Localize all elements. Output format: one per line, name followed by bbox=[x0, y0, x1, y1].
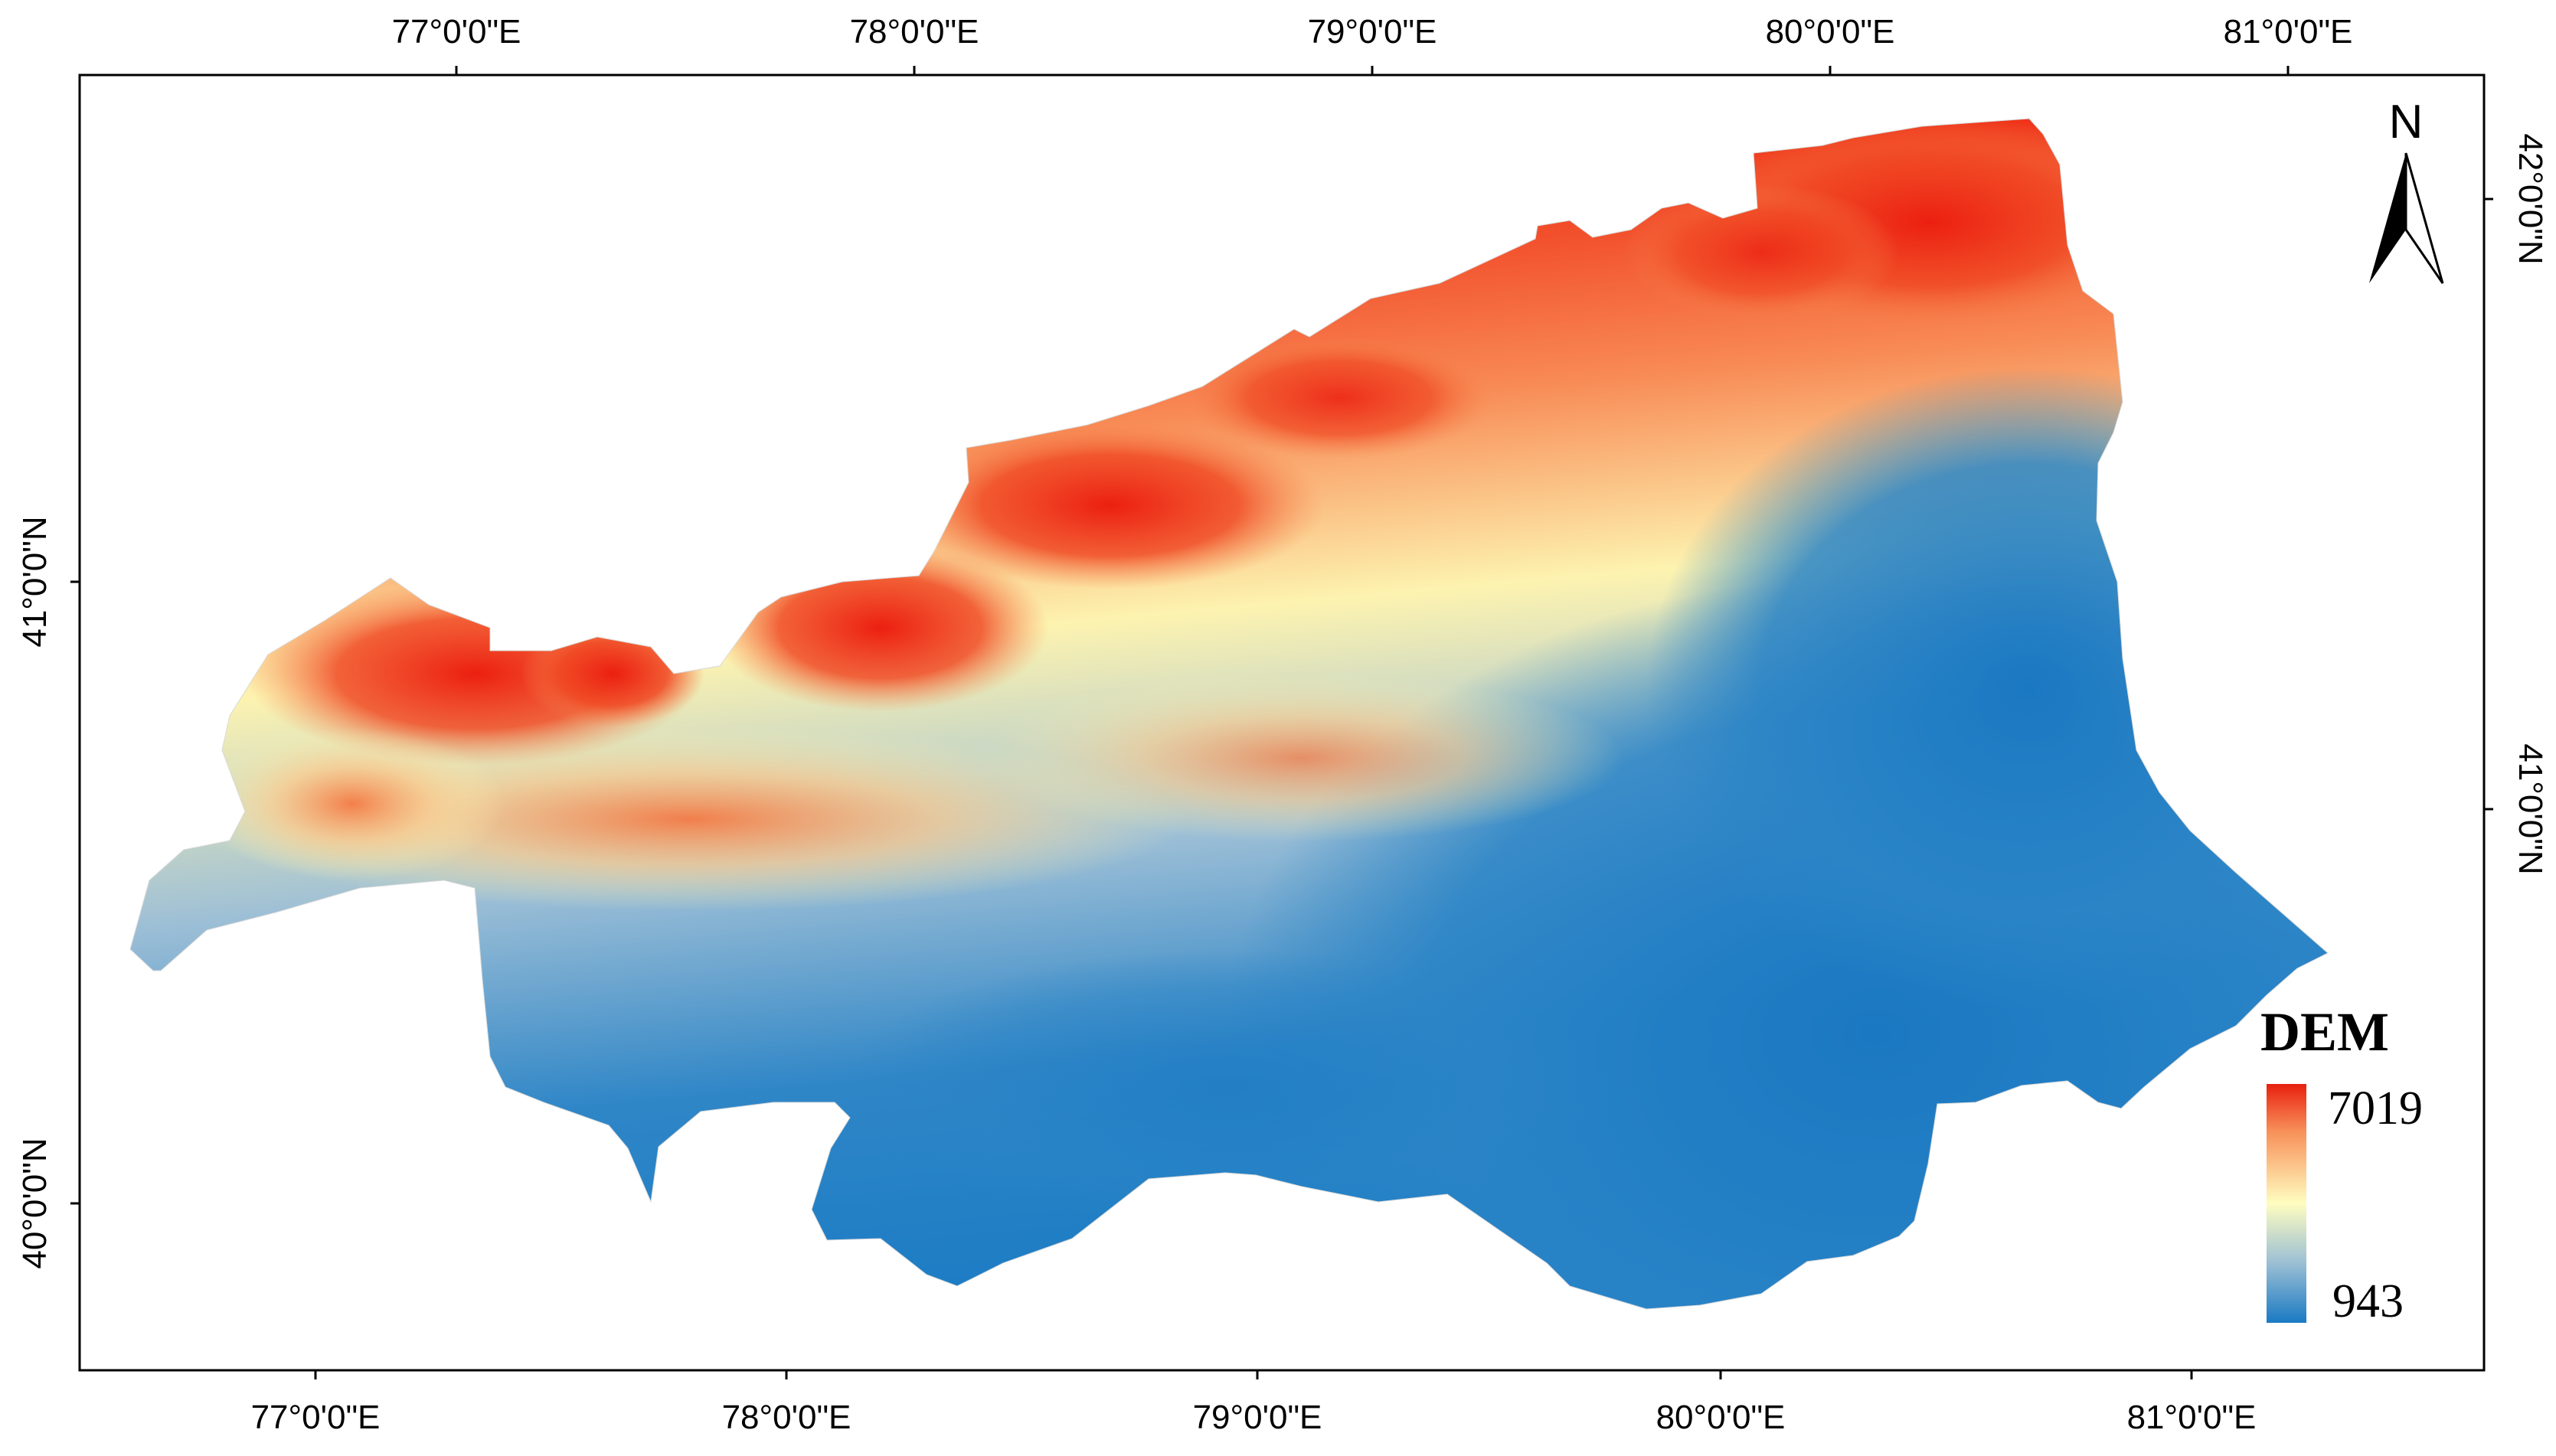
bottom-tick-label: 80°0'0"E bbox=[1656, 1399, 1786, 1436]
north-arrow: N bbox=[2369, 96, 2444, 284]
legend-min-label: 943 bbox=[2332, 1275, 2404, 1327]
top-tick-label: 81°0'0"E bbox=[2224, 13, 2353, 51]
top-tick-label: 79°0'0"E bbox=[1308, 13, 1437, 51]
bottom-tick-label: 81°0'0"E bbox=[2127, 1399, 2257, 1436]
peak-central-3 bbox=[1187, 337, 1493, 459]
region-outline bbox=[129, 118, 2329, 1310]
map-frame bbox=[78, 73, 2486, 1372]
legend-color-ramp bbox=[2267, 1084, 2306, 1323]
right-axis: 42°0'0"N 41°0'0"N bbox=[2512, 133, 2549, 874]
peak-west-2 bbox=[521, 620, 704, 727]
top-tick-label: 80°0'0"E bbox=[1766, 13, 1895, 51]
legend: DEM 7019 943 bbox=[2260, 1001, 2423, 1327]
inner-ridge-west-far bbox=[199, 727, 505, 880]
north-arrow-icon bbox=[2369, 152, 2444, 284]
right-tick-label: 42°0'0"N bbox=[2512, 133, 2549, 264]
bottom-tick-label: 78°0'0"E bbox=[722, 1399, 851, 1436]
right-tick-label: 41°0'0"N bbox=[2512, 743, 2549, 874]
north-arrow-label: N bbox=[2389, 96, 2424, 149]
inner-ridge-mid bbox=[980, 674, 1623, 842]
peak-northeast-2 bbox=[1623, 184, 1899, 322]
legend-title: DEM bbox=[2260, 1001, 2389, 1063]
top-tick-label: 77°0'0"E bbox=[392, 13, 521, 51]
left-axis: 41°0'0"N 40°0'0"N bbox=[16, 516, 54, 1268]
left-tick-label: 40°0'0"N bbox=[16, 1138, 54, 1268]
top-axis: 77°0'0"E 78°0'0"E 79°0'0"E 80°0'0"E 81°0… bbox=[392, 13, 2353, 51]
region bbox=[129, 118, 2329, 1310]
ticks bbox=[70, 66, 2493, 1379]
basin-east bbox=[1646, 367, 2328, 1010]
legend-max-label: 7019 bbox=[2328, 1082, 2423, 1134]
bottom-tick-label: 77°0'0"E bbox=[251, 1399, 381, 1436]
bottom-axis: 77°0'0"E 78°0'0"E 79°0'0"E 80°0'0"E 81°0… bbox=[251, 1399, 2257, 1436]
southern-lowland bbox=[842, 949, 1608, 1225]
top-tick-label: 78°0'0"E bbox=[850, 13, 979, 51]
bottom-tick-label: 79°0'0"E bbox=[1193, 1399, 1322, 1436]
peak-central-2 bbox=[896, 421, 1325, 589]
left-tick-label: 41°0'0"N bbox=[16, 516, 54, 647]
